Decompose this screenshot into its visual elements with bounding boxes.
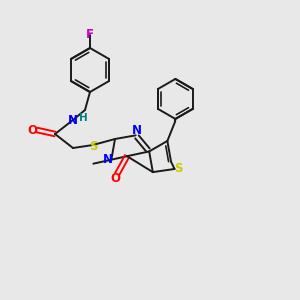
Text: S: S xyxy=(174,163,183,176)
Text: H: H xyxy=(79,113,87,123)
Text: O: O xyxy=(110,172,120,185)
Text: O: O xyxy=(27,124,37,136)
Text: N: N xyxy=(68,113,78,127)
Text: S: S xyxy=(89,140,97,152)
Text: F: F xyxy=(86,28,94,41)
Text: N: N xyxy=(103,153,113,166)
Text: N: N xyxy=(132,124,142,137)
